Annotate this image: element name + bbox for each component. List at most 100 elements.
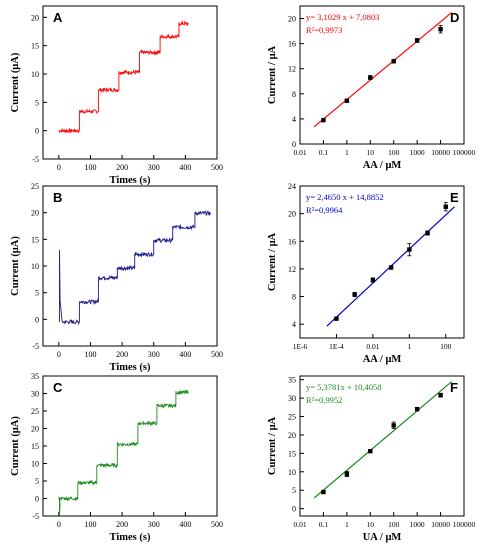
panel-letter: E	[450, 190, 459, 205]
x-tick-label: 500	[211, 520, 223, 529]
data-point	[391, 423, 396, 428]
x-tick-label: 500	[211, 350, 223, 359]
x-axis-label: Times (s)	[110, 532, 151, 543]
data-point	[368, 448, 373, 454]
plot-frame	[42, 375, 218, 517]
y-tick-label: 35	[288, 376, 296, 385]
x-tick-label: 1	[345, 148, 349, 157]
x-tick-label: 100	[84, 350, 96, 359]
y-tick-label: 0	[35, 495, 39, 504]
x-tick-label: 400	[179, 520, 191, 529]
y-tick-label: 20	[31, 209, 39, 218]
x-axis-label: UA / μM	[363, 532, 402, 543]
data-point	[391, 59, 396, 64]
x-axis-label: AA / μM	[363, 160, 402, 171]
y-tick-label: 0	[35, 127, 39, 136]
plot-frame	[299, 5, 465, 145]
y-tick-label: -5	[32, 155, 39, 164]
y-tick-label: 25	[31, 182, 39, 191]
y-tick-label: 0	[292, 505, 296, 514]
y-axis-label: Current / μA	[267, 416, 278, 475]
x-tick-label: 10	[367, 520, 375, 529]
y-tick-label: 0	[292, 140, 296, 149]
fit-line	[313, 11, 453, 128]
x-tick-label: 0	[57, 350, 61, 359]
y-tick-label: 35	[31, 372, 39, 381]
data-point	[334, 316, 339, 321]
x-tick-label: 0.01	[293, 520, 306, 529]
panel-d: 0.01 0.1 1 10 100 1000 10000 100000 0 4 8 12 16 20 AA …	[267, 5, 476, 171]
y-tick-label: 20	[31, 13, 39, 22]
x-tick-label: 1	[407, 342, 411, 351]
data-point	[388, 265, 394, 270]
y-tick-label: 10	[31, 70, 39, 79]
x-tick-label: 300	[148, 350, 160, 359]
y-tick-label: 25	[288, 413, 296, 422]
y-tick-label: -5	[32, 342, 39, 351]
y-tick-label: 8	[292, 293, 296, 302]
data-point	[443, 204, 448, 209]
y-tick-label: 15	[31, 235, 39, 244]
y-tick-label: 30	[288, 394, 296, 403]
x-tick-label: 1E-4	[329, 342, 344, 351]
x-axis-label: AA / μM	[363, 354, 402, 365]
y-axis-label: Current (μA)	[10, 52, 21, 112]
plot-frame	[299, 185, 465, 339]
panel-letter: D	[450, 10, 459, 25]
fit-r-squared: R²=0,9952	[306, 395, 342, 405]
data-point	[425, 230, 430, 236]
panel-a: 0 100 200 300 400 500 -5 0 5 10 15 20 Times (s) Curre…	[10, 5, 223, 186]
y-tick-label: 15	[31, 42, 39, 51]
panel-letter: C	[53, 380, 63, 395]
x-tick-label: 0.01	[293, 148, 306, 157]
fit-equation: y= 5,3781x + 10,4058	[306, 382, 381, 392]
panel-f: 0.01 0.1 1 10 100 1000 10000 100000 0 5 10 15 20 25 30…	[267, 375, 476, 543]
x-tick-label: 10	[367, 148, 375, 157]
series-line	[58, 20, 189, 134]
y-tick-label: 20	[288, 431, 296, 440]
x-tick-label: 100000	[453, 520, 476, 529]
panel-letter: A	[53, 10, 63, 25]
fit-equation: y= 3,1029 x + 7,0803	[306, 12, 379, 22]
y-tick-label: 5	[35, 98, 39, 107]
data-point	[344, 471, 350, 477]
y-tick-label: 15	[31, 442, 39, 451]
x-tick-label: 100	[84, 520, 96, 529]
data-point	[321, 489, 326, 495]
y-tick-label: 20	[31, 425, 39, 434]
panel-e: 1E-6 1E-4 0.01 1 100 4 8 12 16 20 24 AA / μM Current…	[267, 182, 465, 365]
y-tick-label: 15	[288, 449, 296, 458]
x-tick-label: 200	[116, 520, 128, 529]
x-tick-label: 100000	[453, 148, 476, 157]
data-point	[414, 406, 420, 412]
x-axis-label: Times (s)	[110, 175, 151, 186]
panel-letter: F	[450, 380, 458, 395]
y-tick-label: 4	[292, 320, 296, 329]
data-point	[438, 27, 443, 32]
x-tick-label: 400	[179, 350, 191, 359]
x-tick-label: 100	[440, 342, 452, 351]
data-point	[414, 38, 420, 43]
x-tick-label: 300	[148, 163, 160, 172]
y-tick-label: 16	[288, 40, 296, 49]
y-axis-label: Current / μA	[267, 45, 278, 104]
x-tick-label: 1	[345, 520, 349, 529]
data-point	[407, 247, 412, 252]
y-axis-label: Current (μA)	[10, 416, 21, 476]
x-tick-label: 0.01	[366, 342, 379, 351]
y-tick-label: 24	[288, 182, 296, 191]
plot-frame	[299, 375, 465, 517]
x-tick-label: 1000	[410, 520, 425, 529]
y-tick-label: 0	[35, 315, 39, 324]
y-tick-label: 5	[35, 477, 39, 486]
y-tick-label: 5	[35, 289, 39, 298]
data-point	[368, 75, 373, 80]
x-tick-label: 100	[388, 148, 400, 157]
y-tick-label: 16	[288, 237, 296, 246]
y-tick-label: 12	[288, 265, 296, 274]
x-tick-label: 200	[116, 163, 128, 172]
fit-line	[313, 381, 453, 499]
x-tick-label: 100	[84, 163, 96, 172]
series-line	[59, 209, 211, 326]
